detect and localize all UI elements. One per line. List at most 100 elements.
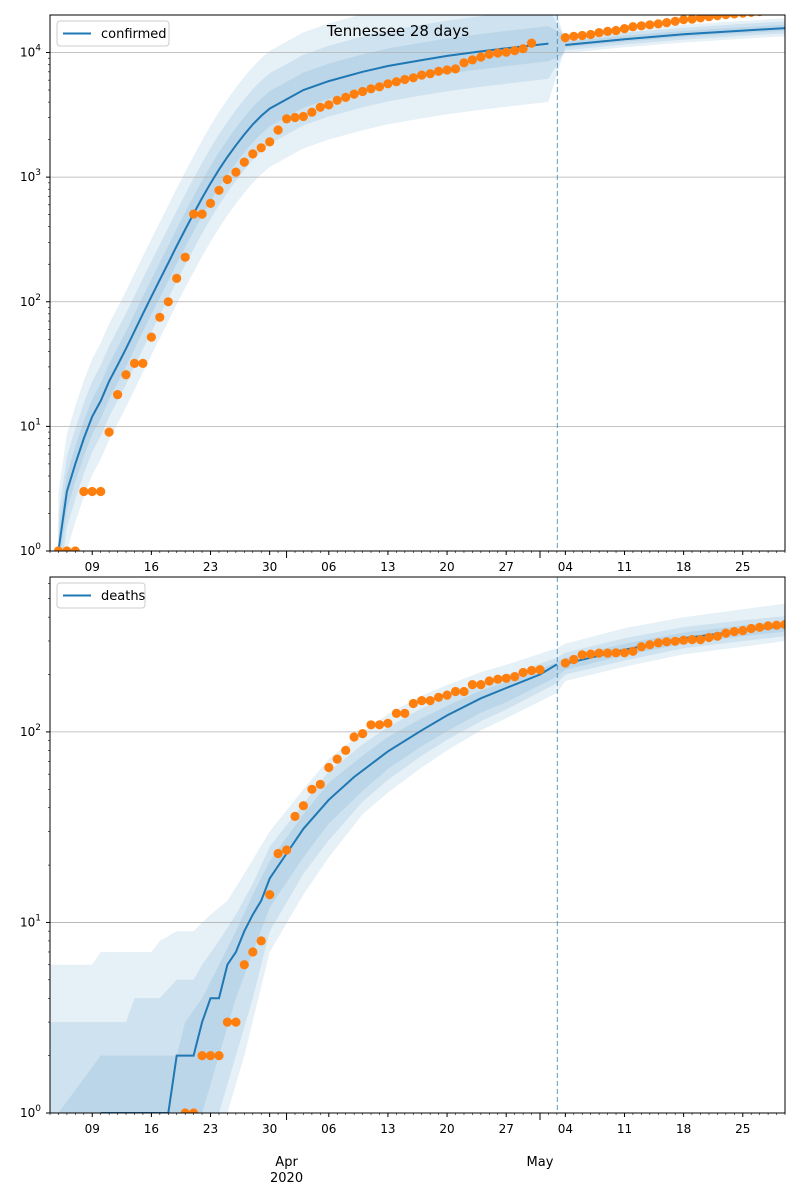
observed-point — [79, 486, 89, 497]
observed-point — [408, 73, 418, 83]
deaths-axes-frame — [49, 576, 786, 1114]
observed-point — [172, 273, 182, 283]
observed-point — [307, 784, 317, 794]
observed-point — [687, 15, 697, 24]
observed-point — [695, 635, 706, 645]
observed-point — [645, 20, 655, 30]
observed-point — [374, 720, 385, 730]
observed-point — [273, 125, 283, 135]
x-tick-label: 16 — [144, 1122, 159, 1136]
model-fit-line — [100, 663, 558, 1113]
x-tick-label: 27 — [499, 560, 514, 574]
observed-point — [493, 674, 503, 684]
x-tick-label: 09 — [85, 1122, 100, 1136]
confirmed-axes-frame — [49, 14, 786, 552]
observed-point — [121, 370, 131, 380]
x-tick-label: 20 — [439, 560, 454, 574]
observed-point — [662, 637, 672, 647]
observed-point — [298, 801, 308, 811]
x-tick-label: 04 — [558, 1122, 573, 1136]
uncertainty-band-inner — [58, 621, 785, 1113]
observed-point — [239, 157, 249, 167]
x-tick-label: 30 — [262, 1122, 277, 1136]
observed-point — [341, 745, 351, 756]
deaths-panel: 100 101 102 09 16 23 30 06 13 20 27 04 11 18 25 death… — [20, 576, 786, 1136]
observed-point — [738, 15, 747, 18]
confirmed-panel: 100 101 102 103 104 09 16 23 30 06 13 20 27 04 11 18 25… — [20, 14, 786, 574]
observed-point — [535, 665, 545, 675]
observed-point — [679, 635, 689, 645]
confirmed-bands — [58, 15, 785, 551]
confirmed-legend[interactable]: confirmed — [56, 20, 170, 47]
observed-point — [417, 696, 427, 706]
observed-point — [653, 638, 663, 648]
legend-label-deaths: deaths — [101, 589, 146, 604]
observed-point — [366, 720, 376, 730]
observed-point — [484, 676, 494, 686]
uncertainty-band-middle — [58, 15, 785, 551]
uncertainty-band-middle — [50, 616, 785, 1113]
y-tick-label: 101 — [20, 417, 41, 433]
x-tick-label: 09 — [85, 560, 100, 574]
observed-point — [628, 646, 638, 656]
x-tick-label: 11 — [617, 560, 632, 574]
observed-point — [205, 1051, 216, 1061]
observed-point — [155, 312, 165, 322]
x-tick-label: 25 — [735, 560, 750, 574]
observed-point — [755, 622, 765, 632]
model-forecast-line — [565, 27, 785, 46]
observed-point — [332, 95, 342, 105]
observed-point — [282, 845, 292, 855]
observed-point — [180, 1108, 190, 1113]
y-tick-label: 104 — [20, 44, 41, 60]
deaths-legend[interactable]: deaths — [56, 582, 146, 609]
observed-point — [163, 297, 173, 307]
uncertainty-band-inner — [58, 18, 785, 551]
observed-point — [273, 848, 283, 859]
observed-point — [527, 38, 537, 48]
observed-point — [222, 1017, 232, 1027]
observed-point — [493, 48, 503, 58]
observed-point — [383, 718, 393, 728]
observed-point — [594, 27, 604, 38]
observed-point — [577, 30, 587, 41]
x-tick-label: 04 — [558, 560, 573, 574]
observed-point — [358, 729, 368, 739]
x-tick-label: 13 — [380, 1122, 395, 1136]
x-tick-label: 20 — [439, 1122, 454, 1136]
y-tick-label: 101 — [20, 913, 41, 929]
observed-point — [383, 79, 393, 89]
observed-point — [349, 732, 359, 742]
observed-point — [197, 1051, 207, 1061]
observed-point — [129, 358, 140, 368]
observed-point — [231, 167, 241, 177]
observed-point — [408, 698, 418, 709]
observed-point — [569, 31, 579, 41]
observed-point — [459, 686, 469, 697]
observed-point — [324, 762, 334, 773]
observed-point — [400, 74, 410, 85]
observed-point — [679, 15, 689, 25]
observed-point — [214, 185, 224, 195]
observed-point — [256, 143, 266, 153]
observed-point — [265, 137, 275, 147]
observed-point — [763, 621, 773, 631]
observed-point — [712, 15, 722, 21]
observed-point — [450, 686, 461, 697]
observed-point — [62, 546, 72, 551]
observed-point — [341, 92, 351, 102]
observed-point — [662, 18, 672, 28]
observed-point — [425, 696, 435, 706]
observed-point — [197, 209, 207, 219]
observed-point — [248, 149, 258, 159]
observed-point — [425, 69, 435, 79]
observed-point — [450, 64, 461, 74]
x-tick-label: 13 — [380, 560, 395, 574]
observed-point — [704, 632, 714, 643]
x-tick-label: 23 — [203, 1122, 218, 1136]
y-tick-label: 103 — [20, 168, 41, 184]
observed-point — [729, 627, 739, 637]
observed-point — [214, 1051, 224, 1061]
